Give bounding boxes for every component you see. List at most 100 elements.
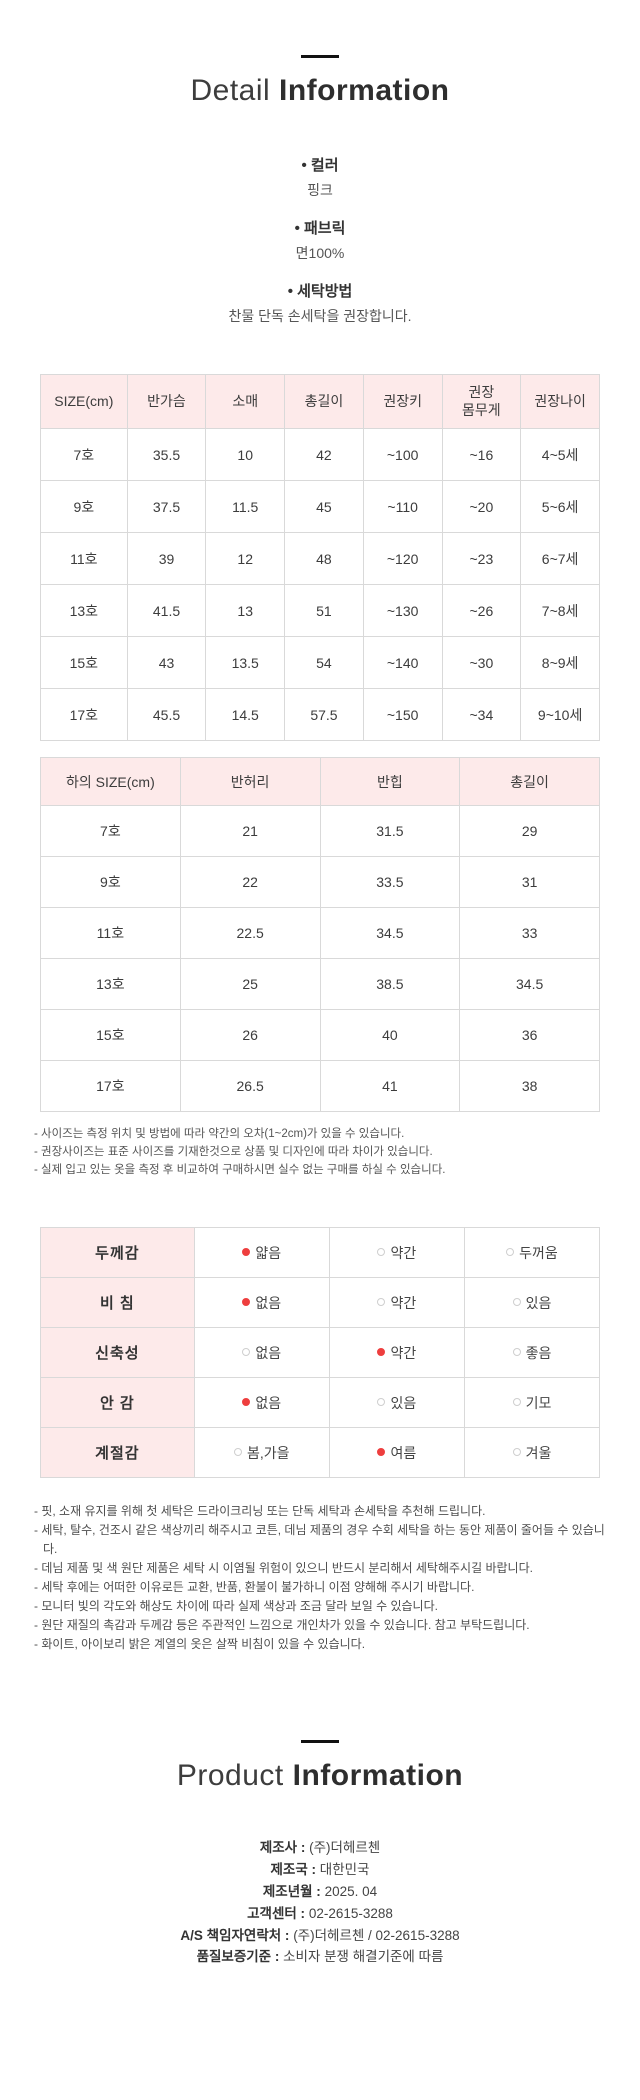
cell: 29 — [459, 805, 600, 857]
cell: 11호 — [40, 907, 181, 959]
cell: 7호 — [40, 805, 181, 857]
feature-option: 얇음 — [193, 1227, 330, 1279]
cell: 5~6세 — [520, 480, 600, 533]
feature-option: 기모 — [463, 1377, 601, 1429]
feature-label: 두께감 — [40, 1227, 195, 1279]
radio-unselected-icon — [512, 1297, 521, 1306]
table-row: 9호 22 33.5 31 — [40, 856, 600, 908]
cell: 40 — [319, 1009, 461, 1061]
feature-option: 있음 — [463, 1277, 601, 1329]
header-rule-line — [301, 55, 339, 58]
cell: 31 — [459, 856, 600, 908]
option-label: 두꺼움 — [519, 1244, 558, 1261]
note-line: - 세탁, 탈수, 건조시 같은 색상끼리 해주시고 코튼, 데님 제품의 경우… — [34, 1523, 605, 1557]
table-header-row: SIZE(cm) 반가슴 소매 총길이 권장키 권장 몸무게 권장나이 — [40, 374, 600, 429]
info-row: A/S 책임자연락처 : (주)더헤르첸 / 02-2615-3288 — [0, 1925, 640, 1947]
table-row: 7호 35.5 10 42 ~100 ~16 4~5세 — [40, 428, 600, 481]
cell: 36 — [459, 1009, 600, 1061]
option-label: 좋음 — [525, 1344, 552, 1361]
feature-row: 신축성 없음 약간 좋음 — [40, 1327, 601, 1379]
cell: 12 — [205, 532, 286, 585]
radio-unselected-icon — [512, 1447, 521, 1456]
col-header: 권장 몸무게 — [441, 374, 522, 429]
product-information-header: Product Information — [0, 1740, 640, 1793]
bottom-size-table: 하의 SIZE(cm) 반허리 반힙 총길이 7호 21 31.5 29 9호 … — [40, 757, 600, 1112]
title-light-part: Detail — [190, 74, 271, 107]
manufacturer-info: 제조사 : (주)더헤르첸 제조국 : 대한민국 제조년월 : 2025. 04… — [0, 1837, 640, 2088]
info-value: 대한민국 — [319, 1861, 370, 1877]
feature-row: 계절감 봄,가을 여름 겨울 — [40, 1427, 601, 1479]
option-label: 기모 — [525, 1394, 552, 1411]
feature-option: 좋음 — [463, 1327, 601, 1379]
info-label: A/S 책임자연락처 : — [180, 1927, 290, 1943]
col-header: 반힙 — [319, 757, 461, 806]
cell: 14.5 — [205, 688, 286, 741]
info-value: 소비자 분쟁 해결기준에 따름 — [283, 1949, 444, 1965]
table-row: 13호 25 38.5 34.5 — [40, 958, 600, 1010]
radio-unselected-icon — [512, 1347, 521, 1356]
table-row: 17호 26.5 41 38 — [40, 1060, 600, 1112]
feature-option: 두꺼움 — [463, 1227, 601, 1279]
cell: ~100 — [362, 428, 443, 481]
cell: 39 — [126, 532, 207, 585]
cell: ~120 — [362, 532, 443, 585]
col-header: 총길이 — [284, 374, 364, 429]
cell: 6~7세 — [520, 532, 600, 585]
note-line: - 모니터 빛의 각도와 해상도 차이에 따라 실제 색상과 조금 달라 보일 … — [34, 1599, 438, 1614]
col-header: 권장키 — [362, 374, 443, 429]
cell: ~16 — [441, 428, 522, 481]
note-line: - 데님 제품 및 색 원단 제품은 세탁 시 이염될 위험이 있으니 반드시 … — [34, 1561, 533, 1576]
detail-information-title: Detail Information — [0, 74, 640, 108]
col-header: 권장나이 — [520, 374, 600, 429]
option-label: 여름 — [390, 1444, 417, 1461]
cell: 34.5 — [319, 907, 461, 959]
cell: ~34 — [441, 688, 522, 741]
feature-option: 겨울 — [463, 1427, 601, 1479]
cell: 21 — [179, 805, 321, 857]
col-header: 반허리 — [179, 757, 321, 806]
table-row: 13호 41.5 13 51 ~130 ~26 7~8세 — [40, 584, 600, 637]
feature-row: 두께감 얇음 약간 두꺼움 — [40, 1227, 601, 1279]
cell: 35.5 — [126, 428, 207, 481]
cell: 11호 — [40, 532, 128, 585]
feature-label: 안 감 — [40, 1377, 195, 1429]
cell: 7호 — [40, 428, 128, 481]
feature-row: 안 감 없음 있음 기모 — [40, 1377, 601, 1429]
radio-selected-icon — [242, 1297, 251, 1306]
option-label: 없음 — [255, 1294, 282, 1311]
cell: 57.5 — [284, 688, 364, 741]
cell: ~150 — [362, 688, 443, 741]
info-label: 고객센터 : — [247, 1905, 306, 1921]
cell: 38 — [459, 1060, 600, 1112]
header-rule-line — [301, 1740, 339, 1744]
cell: 48 — [284, 532, 364, 585]
table-row: 15호 26 40 36 — [40, 1009, 600, 1061]
cell: 41 — [319, 1060, 461, 1112]
feature-option: 약간 — [328, 1327, 465, 1379]
fabric-attribute: • 패브릭 면100% — [0, 217, 640, 263]
color-attribute: • 컬러 핑크 — [0, 154, 640, 200]
radio-unselected-icon — [377, 1247, 386, 1256]
cell: 37.5 — [126, 480, 207, 533]
cell: 33.5 — [319, 856, 461, 908]
radio-selected-icon — [242, 1247, 251, 1256]
cell: 26 — [179, 1009, 321, 1061]
feature-option: 봄,가을 — [193, 1427, 330, 1479]
cell: 9호 — [40, 480, 128, 533]
feature-label: 신축성 — [40, 1327, 195, 1379]
cell: ~23 — [441, 532, 522, 585]
title-bold-part: Information — [292, 1759, 464, 1793]
cell: ~26 — [441, 584, 522, 637]
radio-unselected-icon — [377, 1297, 386, 1306]
top-size-table: SIZE(cm) 반가슴 소매 총길이 권장키 권장 몸무게 권장나이 7호 3… — [40, 374, 600, 741]
col-header: 소매 — [205, 374, 286, 429]
cell: 11.5 — [205, 480, 286, 533]
radio-selected-icon — [242, 1397, 251, 1406]
cell: 13호 — [40, 958, 181, 1010]
table-row: 9호 37.5 11.5 45 ~110 ~20 5~6세 — [40, 480, 600, 533]
info-row: 고객센터 : 02-2615-3288 — [0, 1903, 640, 1925]
col-header: SIZE(cm) — [40, 374, 128, 429]
radio-selected-icon — [377, 1347, 386, 1356]
option-label: 약간 — [390, 1344, 417, 1361]
feature-label: 비 침 — [40, 1277, 195, 1329]
